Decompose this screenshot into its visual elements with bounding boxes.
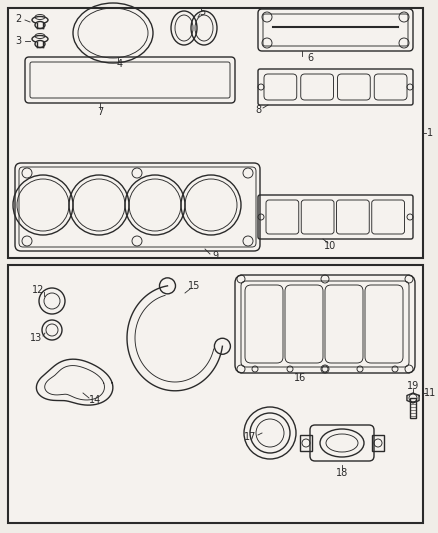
Text: 13: 13	[30, 333, 42, 343]
Text: 19: 19	[407, 381, 419, 391]
Text: 7: 7	[97, 107, 103, 117]
Text: 10: 10	[324, 241, 336, 251]
Text: 14: 14	[89, 395, 101, 405]
Text: 4: 4	[117, 59, 123, 69]
Text: 11: 11	[424, 388, 436, 398]
Ellipse shape	[32, 17, 48, 23]
Text: 5: 5	[199, 7, 205, 17]
Text: 12: 12	[32, 285, 44, 295]
Bar	[372, 435, 384, 451]
Text: 17: 17	[244, 432, 256, 442]
Ellipse shape	[35, 21, 45, 28]
Text: 2: 2	[15, 14, 21, 24]
Bar	[410, 398, 416, 418]
Bar	[300, 435, 312, 451]
Text: 9: 9	[212, 251, 218, 261]
Text: 8: 8	[255, 105, 261, 115]
Text: 16: 16	[294, 373, 306, 383]
Text: 18: 18	[336, 468, 348, 478]
Text: 1: 1	[427, 128, 433, 138]
Bar	[8, 8, 423, 258]
Ellipse shape	[32, 36, 48, 43]
Bar	[8, 265, 423, 523]
Text: 3: 3	[15, 36, 21, 46]
Ellipse shape	[35, 41, 45, 47]
Text: 15: 15	[188, 281, 200, 291]
Text: 6: 6	[307, 53, 313, 63]
